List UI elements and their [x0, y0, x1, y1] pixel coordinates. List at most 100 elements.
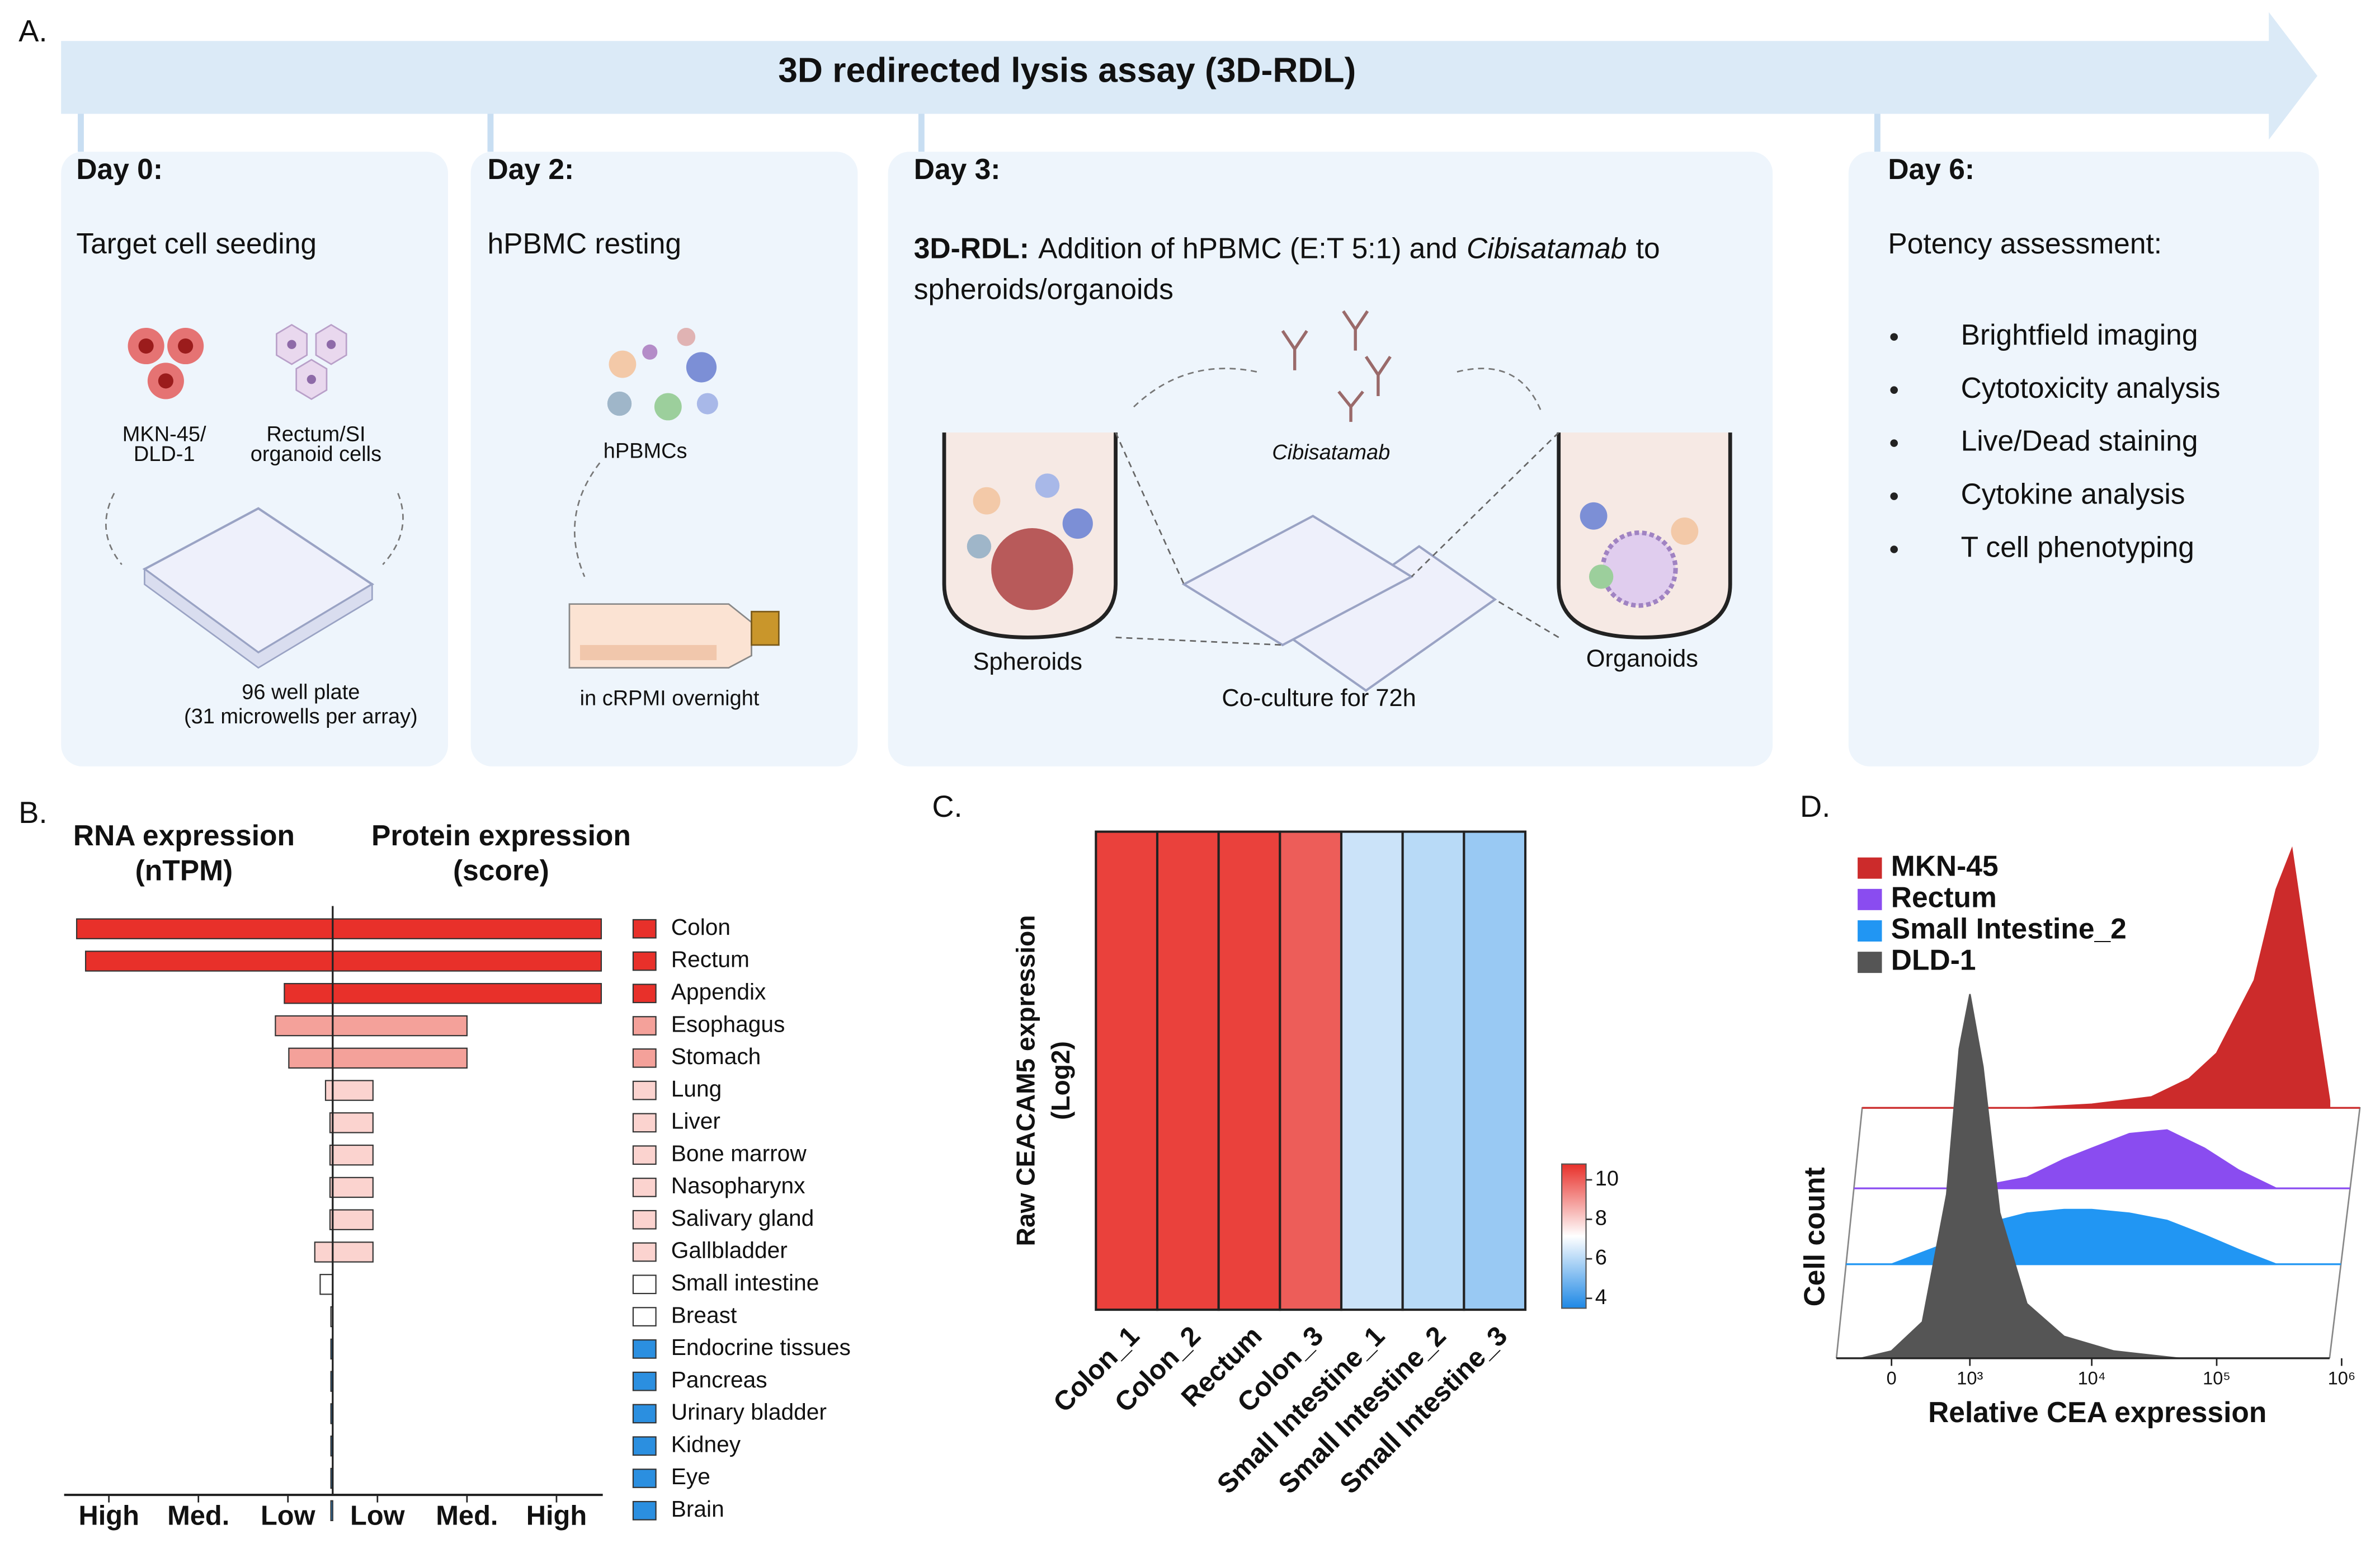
panel-a: A. 3D redirected lysis assay (3D-RDL) Da…: [18, 12, 2319, 766]
legend-swatch: [632, 1016, 657, 1036]
legend-label: Appendix: [671, 979, 766, 1005]
bullet: [1890, 333, 1898, 341]
legend-label: Nasopharynx: [671, 1173, 805, 1198]
legend-label: Liver: [671, 1108, 720, 1134]
timeline-ticks: [78, 114, 1881, 152]
density-area: [2026, 846, 2331, 1109]
legend-label: Rectum: [671, 947, 750, 972]
legend-label: Salivary gland: [671, 1205, 814, 1231]
assessment-item: Live/Dead staining: [1961, 425, 2198, 457]
legend-label: Endocrine tissues: [671, 1334, 851, 1360]
legend-label: Small Intestine_2: [1891, 912, 2127, 945]
step-task: 3D-RDL: Addition of hPBMC (E:T 5:1) and Ci…: [914, 232, 1660, 264]
flask: [568, 603, 780, 669]
bar: [288, 1047, 333, 1069]
task-drug: Cibisatamab: [1467, 232, 1627, 264]
x-tick-label: Med.: [167, 1501, 229, 1531]
legend-swatch: [1858, 857, 1882, 879]
timeline-arrow: [61, 12, 2318, 140]
bar: [275, 1015, 333, 1037]
legend-swatch: [632, 1145, 657, 1165]
legend-swatch: [632, 1210, 657, 1230]
bar: [332, 1144, 374, 1166]
task-text: Addition of hPBMC (E:T 5:1) and: [1038, 232, 1458, 264]
day-label: Day 2:: [487, 153, 574, 185]
x-tick-label: 10³: [1957, 1368, 1983, 1388]
cell-illustration: [128, 323, 347, 401]
x-tick-label: 10⁴: [2078, 1368, 2106, 1388]
legend-label: Brain: [671, 1496, 724, 1522]
coculture-plates: [1115, 432, 1559, 692]
heat-cell: [1217, 830, 1281, 1311]
caption: organoid cells: [251, 443, 381, 466]
bar: [332, 1015, 468, 1037]
legend-swatch: [632, 1339, 657, 1359]
legend-label: Pancreas: [671, 1367, 767, 1392]
day-label: Day 6:: [1888, 153, 1974, 185]
bar: [332, 918, 602, 939]
caption: Spheroids: [973, 648, 1082, 675]
legend-swatch: [632, 1242, 657, 1262]
pbmc-illustration: [607, 327, 718, 421]
step-task: spheroids/organoids: [914, 272, 1173, 305]
legend-label: Urinary bladder: [671, 1399, 827, 1425]
arrow: [1130, 368, 1542, 411]
x-tick-label: 0: [1887, 1368, 1897, 1388]
legend-swatch: [632, 951, 657, 971]
legend-label: Stomach: [671, 1043, 761, 1069]
step-task: hPBMC resting: [487, 227, 681, 260]
bar: [76, 918, 333, 939]
bar: [332, 1080, 374, 1101]
legend-label: Kidney: [671, 1431, 741, 1457]
assessment-item: Cytotoxicity analysis: [1961, 371, 2221, 404]
panel-label: D.: [1800, 790, 1830, 824]
caption: Co-culture for 72h: [1222, 685, 1416, 712]
series-unit: (score): [453, 854, 549, 886]
caption: hPBMCs: [604, 439, 687, 463]
legend-swatch: [1858, 888, 1882, 910]
legend-swatch: [632, 1404, 657, 1424]
legend-label: Bone marrow: [671, 1140, 807, 1166]
legend-label: Lung: [671, 1076, 722, 1102]
caption: 96 well plate: [242, 681, 360, 704]
bullet: [1890, 386, 1898, 394]
density-area: [1969, 1129, 2277, 1189]
arrow: [105, 493, 404, 566]
caption: MKN-45/: [122, 423, 206, 446]
caption: DLD-1: [134, 443, 195, 466]
heat-cell: [1463, 830, 1527, 1311]
density-area: [1860, 994, 2179, 1359]
legend-swatch: [632, 1048, 657, 1068]
assay-title: 3D redirected lysis assay (3D-RDL): [778, 51, 1356, 90]
heat-cell: [1279, 830, 1343, 1311]
panel-label: B.: [18, 796, 47, 830]
bar: [84, 951, 333, 972]
assessment-item: Brightfield imaging: [1961, 318, 2198, 351]
charts: B. RNA expression(nTPM) Low Med. High Protein…: [18, 790, 2361, 1531]
assessment-list: Brightfield imaging Cytotoxicity analysis…: [1890, 318, 2221, 563]
legend-swatch: [632, 919, 657, 939]
bar: [332, 1209, 374, 1230]
x-tick-label: Med.: [436, 1501, 498, 1531]
legend-label: Gallbladder: [671, 1238, 788, 1263]
colorbar-tick-label: 4: [1595, 1286, 1607, 1309]
colorbar: [1561, 1163, 1587, 1309]
caption: Cibisatamab: [1272, 441, 1390, 464]
legend-label: Rectum: [1891, 881, 1997, 913]
day-label: Day 0:: [76, 153, 163, 185]
legend-label: Esophagus: [671, 1011, 785, 1037]
x-tick-label: Low: [261, 1501, 316, 1531]
colorbar-tick-label: 6: [1595, 1246, 1607, 1269]
legend-label: Eye: [671, 1464, 710, 1489]
bar: [332, 1112, 374, 1133]
bar: [314, 1241, 333, 1263]
well-plate-side: [144, 567, 373, 669]
bar: [332, 983, 602, 1004]
legend-label: Colon: [671, 914, 731, 940]
bar: [284, 983, 333, 1004]
y-axis-label: (Log2): [1046, 1041, 1075, 1120]
bar: [332, 1241, 374, 1263]
antibody-illustration: [1281, 310, 1392, 422]
series-unit: (nTPM): [135, 854, 233, 886]
series-title: RNA expression: [73, 819, 295, 851]
